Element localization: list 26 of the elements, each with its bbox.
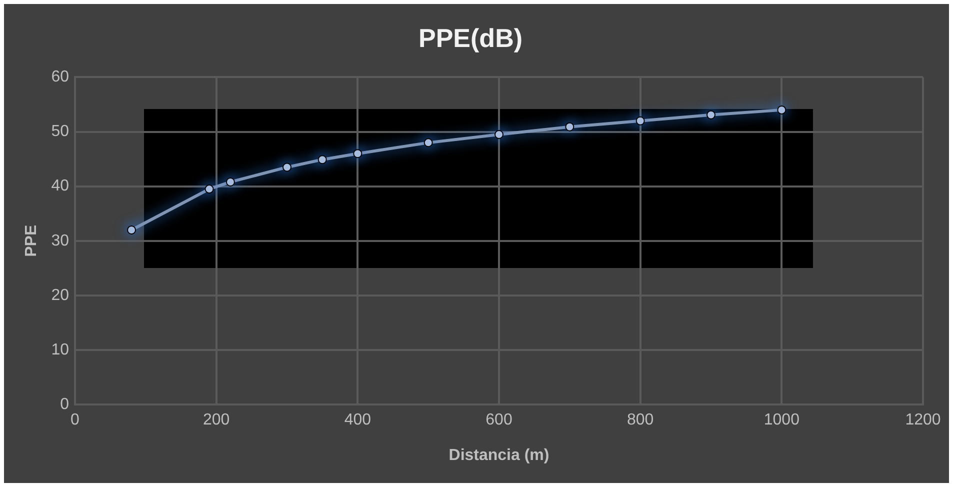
point bbox=[424, 138, 433, 148]
point bbox=[353, 149, 362, 158]
y-tick-label: 10 bbox=[51, 341, 70, 358]
x-axis-title: Distancia (m) bbox=[448, 446, 550, 464]
y-tick-label: 50 bbox=[51, 123, 70, 140]
x-tick-label: 800 bbox=[626, 412, 654, 429]
y-tick-label: 0 bbox=[60, 396, 70, 414]
point bbox=[318, 155, 327, 164]
point bbox=[565, 122, 574, 132]
point bbox=[127, 225, 136, 234]
x-tick-label: 600 bbox=[486, 412, 512, 429]
y-tick-label: 40 bbox=[51, 178, 70, 195]
y-tick-label: 20 bbox=[51, 286, 70, 304]
point bbox=[282, 162, 292, 172]
y-tick-label: 30 bbox=[51, 232, 70, 250]
y-axis-title: PPE bbox=[23, 224, 40, 257]
y-tick-label: 60 bbox=[51, 68, 70, 86]
x-tick-label: 400 bbox=[344, 412, 372, 429]
x-tick-label: 1200 bbox=[905, 412, 941, 429]
point bbox=[706, 110, 716, 120]
x-tick-label: 200 bbox=[202, 412, 230, 429]
point bbox=[777, 105, 786, 114]
chart-title: PPE(dB) bbox=[418, 22, 522, 53]
x-tick-label: 1000 bbox=[764, 412, 800, 429]
point bbox=[636, 116, 645, 126]
point bbox=[494, 130, 504, 139]
